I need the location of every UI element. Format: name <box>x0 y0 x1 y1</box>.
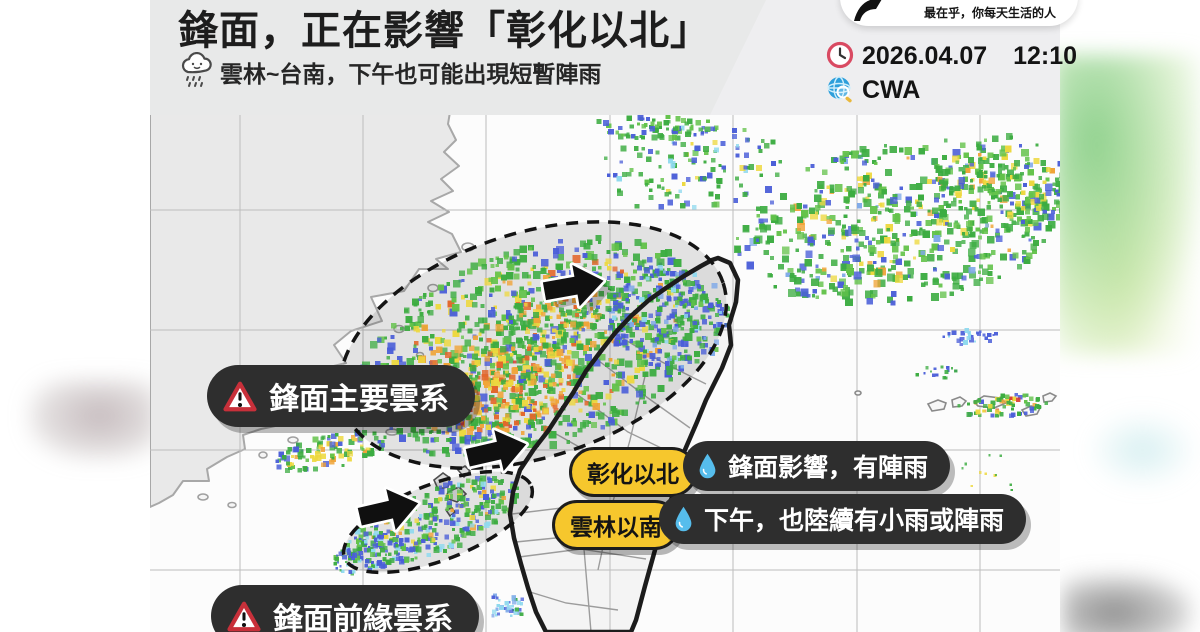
callout-south-text: 下午，也陸續有小雨或陣雨 <box>704 507 1005 535</box>
raindrop-icon <box>699 453 716 479</box>
warning-triangle-icon <box>223 381 257 411</box>
callout-north-pill: 鋒面影響，有陣雨 <box>683 441 951 491</box>
raindrop-icon <box>675 506 692 532</box>
main-cloud-label-pill: 鋒面主要雲系 <box>207 365 475 427</box>
source-label: CWA <box>862 76 921 104</box>
arrow-icon <box>462 427 529 474</box>
arrow-icon <box>540 262 612 315</box>
region-badge-north: 彰化以北 <box>569 447 697 497</box>
margin-blur-gray-left <box>28 380 158 460</box>
margin-blur-cyan <box>1085 410 1200 490</box>
radar-echoes <box>275 115 1060 618</box>
callout-north-text: 鋒面影響，有陣雨 <box>728 454 929 482</box>
leading-cloud-label: 鋒面前緣雲系 <box>273 603 453 632</box>
arrow-icon <box>354 486 421 533</box>
margin-blur-green <box>1052 55 1200 355</box>
datetime-row: 2026.04.07 12:10 <box>862 42 1077 71</box>
rain-cloud-icon <box>181 52 212 87</box>
leading-cloud-label-pill: 鋒面前緣雲系 <box>211 585 479 632</box>
time-text: 12:10 <box>1013 42 1078 70</box>
brand-tagline: 最在乎，你每天生活的人 <box>924 6 1057 20</box>
clock-icon <box>826 41 854 69</box>
globe-magnifier-icon <box>827 76 852 103</box>
region-badge-south: 雲林以南 <box>552 500 680 550</box>
brand-logo-icon <box>854 0 882 21</box>
callout-south-pill: 下午，也陸續有小雨或陣雨 <box>659 494 1027 544</box>
main-cloud-label: 鋒面主要雲系 <box>269 383 449 416</box>
brand-banner: 最在乎，你每天生活的人 <box>840 0 1078 26</box>
page-subtitle: 雲林~台南，下午也可能出現短暫陣雨 <box>220 61 602 87</box>
date-text: 2026.04.07 <box>862 42 988 70</box>
taiwan-outline <box>507 255 741 632</box>
warning-triangle-icon <box>227 601 261 631</box>
yaeyama-islands <box>854 390 1058 417</box>
page-title: 鋒面，正在影響「彰化以北」 <box>178 9 711 53</box>
movement-arrows <box>354 262 612 533</box>
margin-blur-gray-right <box>1062 575 1192 632</box>
